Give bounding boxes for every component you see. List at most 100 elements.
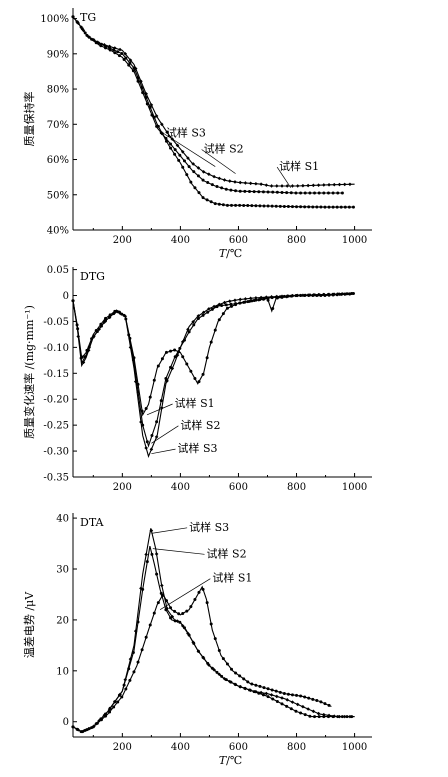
chart-panel-tg: 200 400 600 800 1000 40% 50% 60% 70% 80% 90% 100% TG… bbox=[22, 8, 372, 260]
data-point bbox=[222, 676, 227, 681]
data-point bbox=[86, 348, 91, 353]
data-point bbox=[71, 725, 75, 729]
data-point bbox=[187, 330, 191, 334]
data-point bbox=[261, 190, 265, 194]
y-tick-label: 100% bbox=[40, 14, 69, 25]
data-point bbox=[247, 190, 251, 194]
annotation-label: 试样 S1 bbox=[212, 571, 252, 585]
data-point bbox=[165, 130, 169, 135]
data-point bbox=[217, 318, 221, 322]
data-point bbox=[213, 328, 217, 332]
y-tick-label: 10 bbox=[56, 666, 69, 677]
data-point bbox=[97, 41, 101, 46]
series-line bbox=[72, 528, 355, 733]
data-point bbox=[307, 696, 311, 700]
data-point bbox=[308, 714, 312, 718]
data-point bbox=[164, 350, 168, 354]
data-point bbox=[113, 310, 117, 315]
data-point bbox=[285, 698, 290, 702]
data-point bbox=[248, 181, 253, 186]
data-point bbox=[280, 702, 284, 706]
y-tick-label: -0.35 bbox=[43, 473, 69, 484]
data-point bbox=[306, 183, 310, 188]
data-point bbox=[311, 183, 316, 188]
data-point bbox=[207, 172, 211, 177]
data-point bbox=[295, 293, 300, 298]
data-point bbox=[97, 718, 101, 723]
data-point bbox=[107, 44, 112, 49]
data-point bbox=[149, 447, 154, 452]
data-point bbox=[173, 348, 177, 352]
data-point bbox=[164, 136, 168, 140]
data-point bbox=[149, 528, 154, 533]
data-point bbox=[252, 299, 256, 303]
data-point bbox=[342, 292, 347, 296]
data-point bbox=[76, 334, 81, 339]
data-point bbox=[254, 204, 258, 208]
x-tick-label: 1000 bbox=[342, 742, 367, 753]
data-point bbox=[170, 614, 175, 619]
data-point bbox=[189, 605, 193, 609]
data-point bbox=[148, 395, 152, 399]
data-point bbox=[248, 296, 253, 301]
y-tick-label: -0.25 bbox=[43, 421, 69, 432]
data-point bbox=[243, 297, 248, 301]
data-point bbox=[280, 184, 284, 188]
data-point bbox=[224, 303, 228, 307]
annotation-label: 试样 S1 bbox=[279, 159, 319, 173]
data-point bbox=[152, 611, 156, 615]
annotation-leader bbox=[151, 448, 176, 455]
data-point bbox=[191, 319, 195, 324]
y-tick-label: -0.20 bbox=[43, 395, 69, 406]
data-point bbox=[274, 184, 279, 188]
data-point bbox=[227, 179, 232, 183]
data-point bbox=[140, 648, 144, 652]
data-point bbox=[242, 677, 246, 681]
data-point bbox=[257, 298, 261, 302]
data-point bbox=[266, 687, 270, 691]
data-point bbox=[173, 152, 177, 156]
annotation-label: 试样 S2 bbox=[180, 418, 220, 432]
data-point bbox=[169, 606, 173, 610]
data-point bbox=[160, 583, 164, 588]
data-point bbox=[196, 174, 200, 178]
data-point bbox=[243, 300, 247, 304]
data-point bbox=[348, 714, 352, 719]
data-point bbox=[118, 47, 122, 52]
x-tick-label: 800 bbox=[287, 482, 306, 493]
data-point bbox=[127, 63, 131, 67]
data-point bbox=[337, 714, 342, 719]
y-tick-label: 40 bbox=[56, 514, 69, 525]
data-point bbox=[342, 714, 347, 719]
data-point bbox=[81, 28, 86, 33]
data-point bbox=[132, 670, 136, 674]
annotation-leader bbox=[201, 149, 236, 174]
data-point bbox=[86, 35, 91, 39]
data-point bbox=[104, 46, 108, 50]
data-point bbox=[201, 196, 205, 200]
data-point bbox=[332, 292, 337, 297]
data-point bbox=[123, 314, 128, 319]
data-point bbox=[311, 293, 316, 297]
data-point bbox=[189, 180, 193, 184]
data-point bbox=[234, 671, 238, 675]
data-point bbox=[229, 302, 233, 306]
data-point bbox=[234, 189, 238, 193]
data-point bbox=[144, 407, 148, 411]
data-point bbox=[213, 202, 217, 206]
data-point bbox=[264, 691, 269, 696]
data-point bbox=[316, 183, 321, 187]
data-point bbox=[169, 146, 173, 150]
data-point bbox=[193, 376, 197, 380]
data-point bbox=[229, 188, 233, 192]
data-point bbox=[295, 693, 299, 697]
data-point bbox=[306, 293, 310, 297]
data-point bbox=[327, 205, 331, 209]
data-point bbox=[108, 48, 112, 52]
data-point bbox=[128, 58, 133, 62]
data-point bbox=[159, 591, 163, 595]
y-tick-label: 0.05 bbox=[47, 265, 69, 276]
data-point bbox=[348, 182, 352, 187]
data-point bbox=[197, 590, 201, 594]
data-point bbox=[280, 696, 284, 700]
